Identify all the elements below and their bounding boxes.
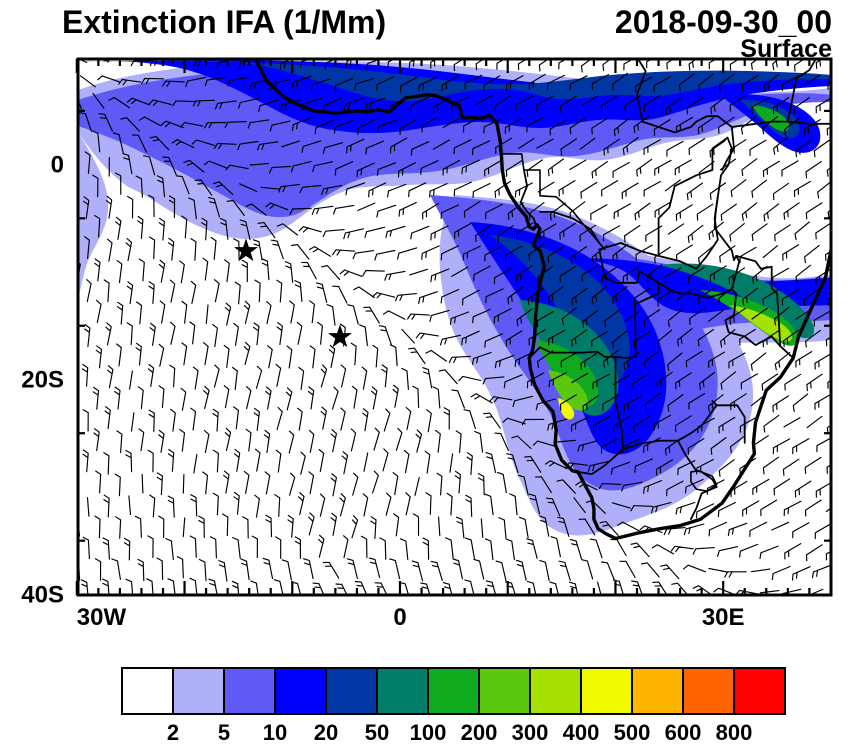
svg-text:500: 500 [614,720,651,745]
svg-text:5: 5 [218,720,230,745]
svg-text:600: 600 [665,720,702,745]
svg-text:800: 800 [716,720,753,745]
svg-text:400: 400 [563,720,600,745]
svg-text:300: 300 [512,720,549,745]
svg-text:200: 200 [461,720,498,745]
svg-text:30E: 30E [702,604,745,631]
svg-text:100: 100 [410,720,447,745]
svg-text:20S: 20S [21,367,64,394]
svg-text:2: 2 [167,720,179,745]
svg-text:50: 50 [365,720,389,745]
svg-text:40S: 40S [21,581,64,608]
svg-text:0: 0 [393,604,406,631]
svg-text:30W: 30W [77,604,127,631]
svg-text:0: 0 [51,152,64,179]
svg-text:Extinction IFA (1/Mm): Extinction IFA (1/Mm) [62,4,386,40]
svg-text:10: 10 [263,720,287,745]
svg-text:20: 20 [314,720,338,745]
